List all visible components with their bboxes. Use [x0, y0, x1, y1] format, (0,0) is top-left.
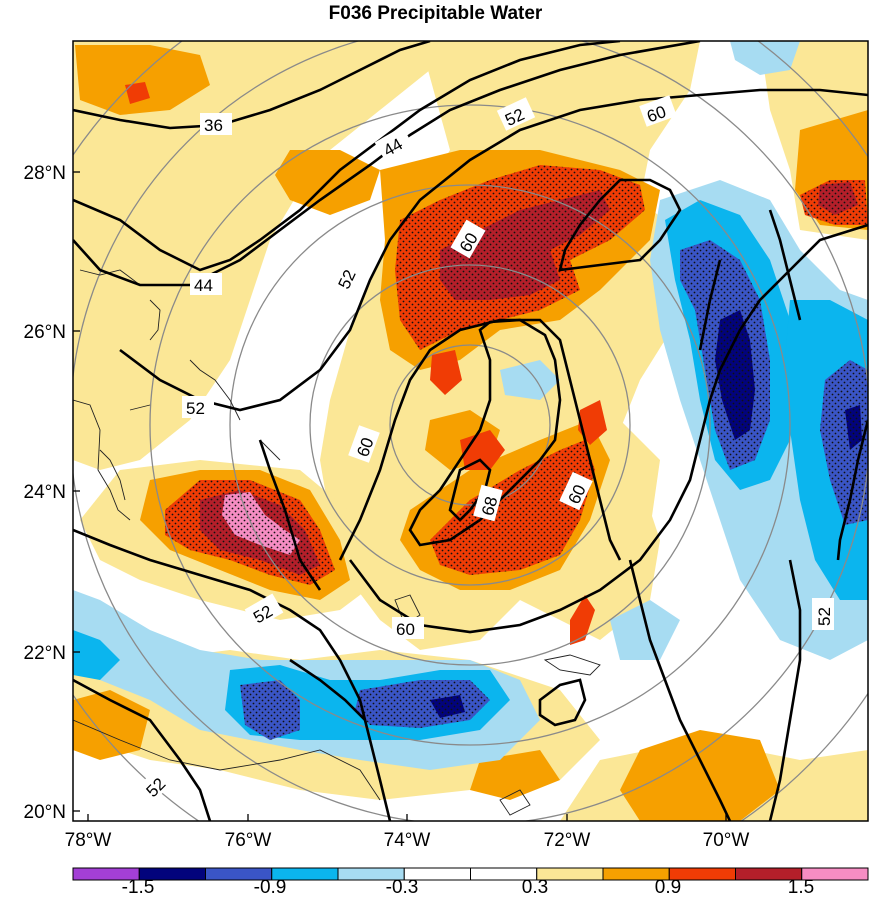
plot-frame [72, 40, 869, 822]
colorbar-label: -0.3 [386, 877, 419, 898]
axis-ticks [73, 171, 727, 821]
lat-label: 26°N [24, 322, 66, 343]
lon-label: 74°W [384, 830, 431, 851]
colorbar-label: 1.5 [788, 877, 814, 898]
contour-label: 36 [204, 116, 223, 135]
lat-label: 20°N [24, 802, 66, 823]
lon-label: 70°W [703, 830, 750, 851]
negative-anomaly-layer [73, 41, 868, 770]
colorbar-label: -1.5 [122, 877, 155, 898]
lat-axis: 28°N 26°N 24°N 22°N 20°N [24, 163, 66, 823]
contour-label: 52 [186, 399, 205, 418]
colorbar-swatch [801, 867, 869, 881]
colorbar-label: 0.9 [655, 877, 681, 898]
lat-label: 24°N [24, 482, 66, 503]
lon-label: 76°W [225, 830, 272, 851]
contour-label: 52 [815, 607, 834, 626]
contour-label: 60 [396, 620, 415, 639]
lon-axis: 78°W 76°W 74°W 72°W 70°W [65, 830, 750, 851]
contour-labels: 36 44 44 52 52 52 52 52 52 60 60 60 60 [136, 95, 834, 804]
chart-title: F036 Precipitable Water [328, 3, 543, 24]
contour-label: 44 [194, 276, 213, 295]
lon-label: 78°W [65, 830, 112, 851]
colorbar-labels: -1.5 -0.9 -0.3 0.3 0.9 1.5 [122, 877, 815, 898]
coastline-icon [73, 269, 601, 816]
lat-label: 22°N [24, 643, 66, 664]
pw-contours [73, 41, 868, 821]
lon-label: 72°W [544, 830, 591, 851]
colorbar [72, 867, 869, 881]
lat-label: 28°N [24, 163, 66, 184]
contour-label: 68 [478, 495, 501, 518]
colorbar-label: 0.3 [522, 877, 548, 898]
colorbar-label: -0.9 [254, 877, 287, 898]
